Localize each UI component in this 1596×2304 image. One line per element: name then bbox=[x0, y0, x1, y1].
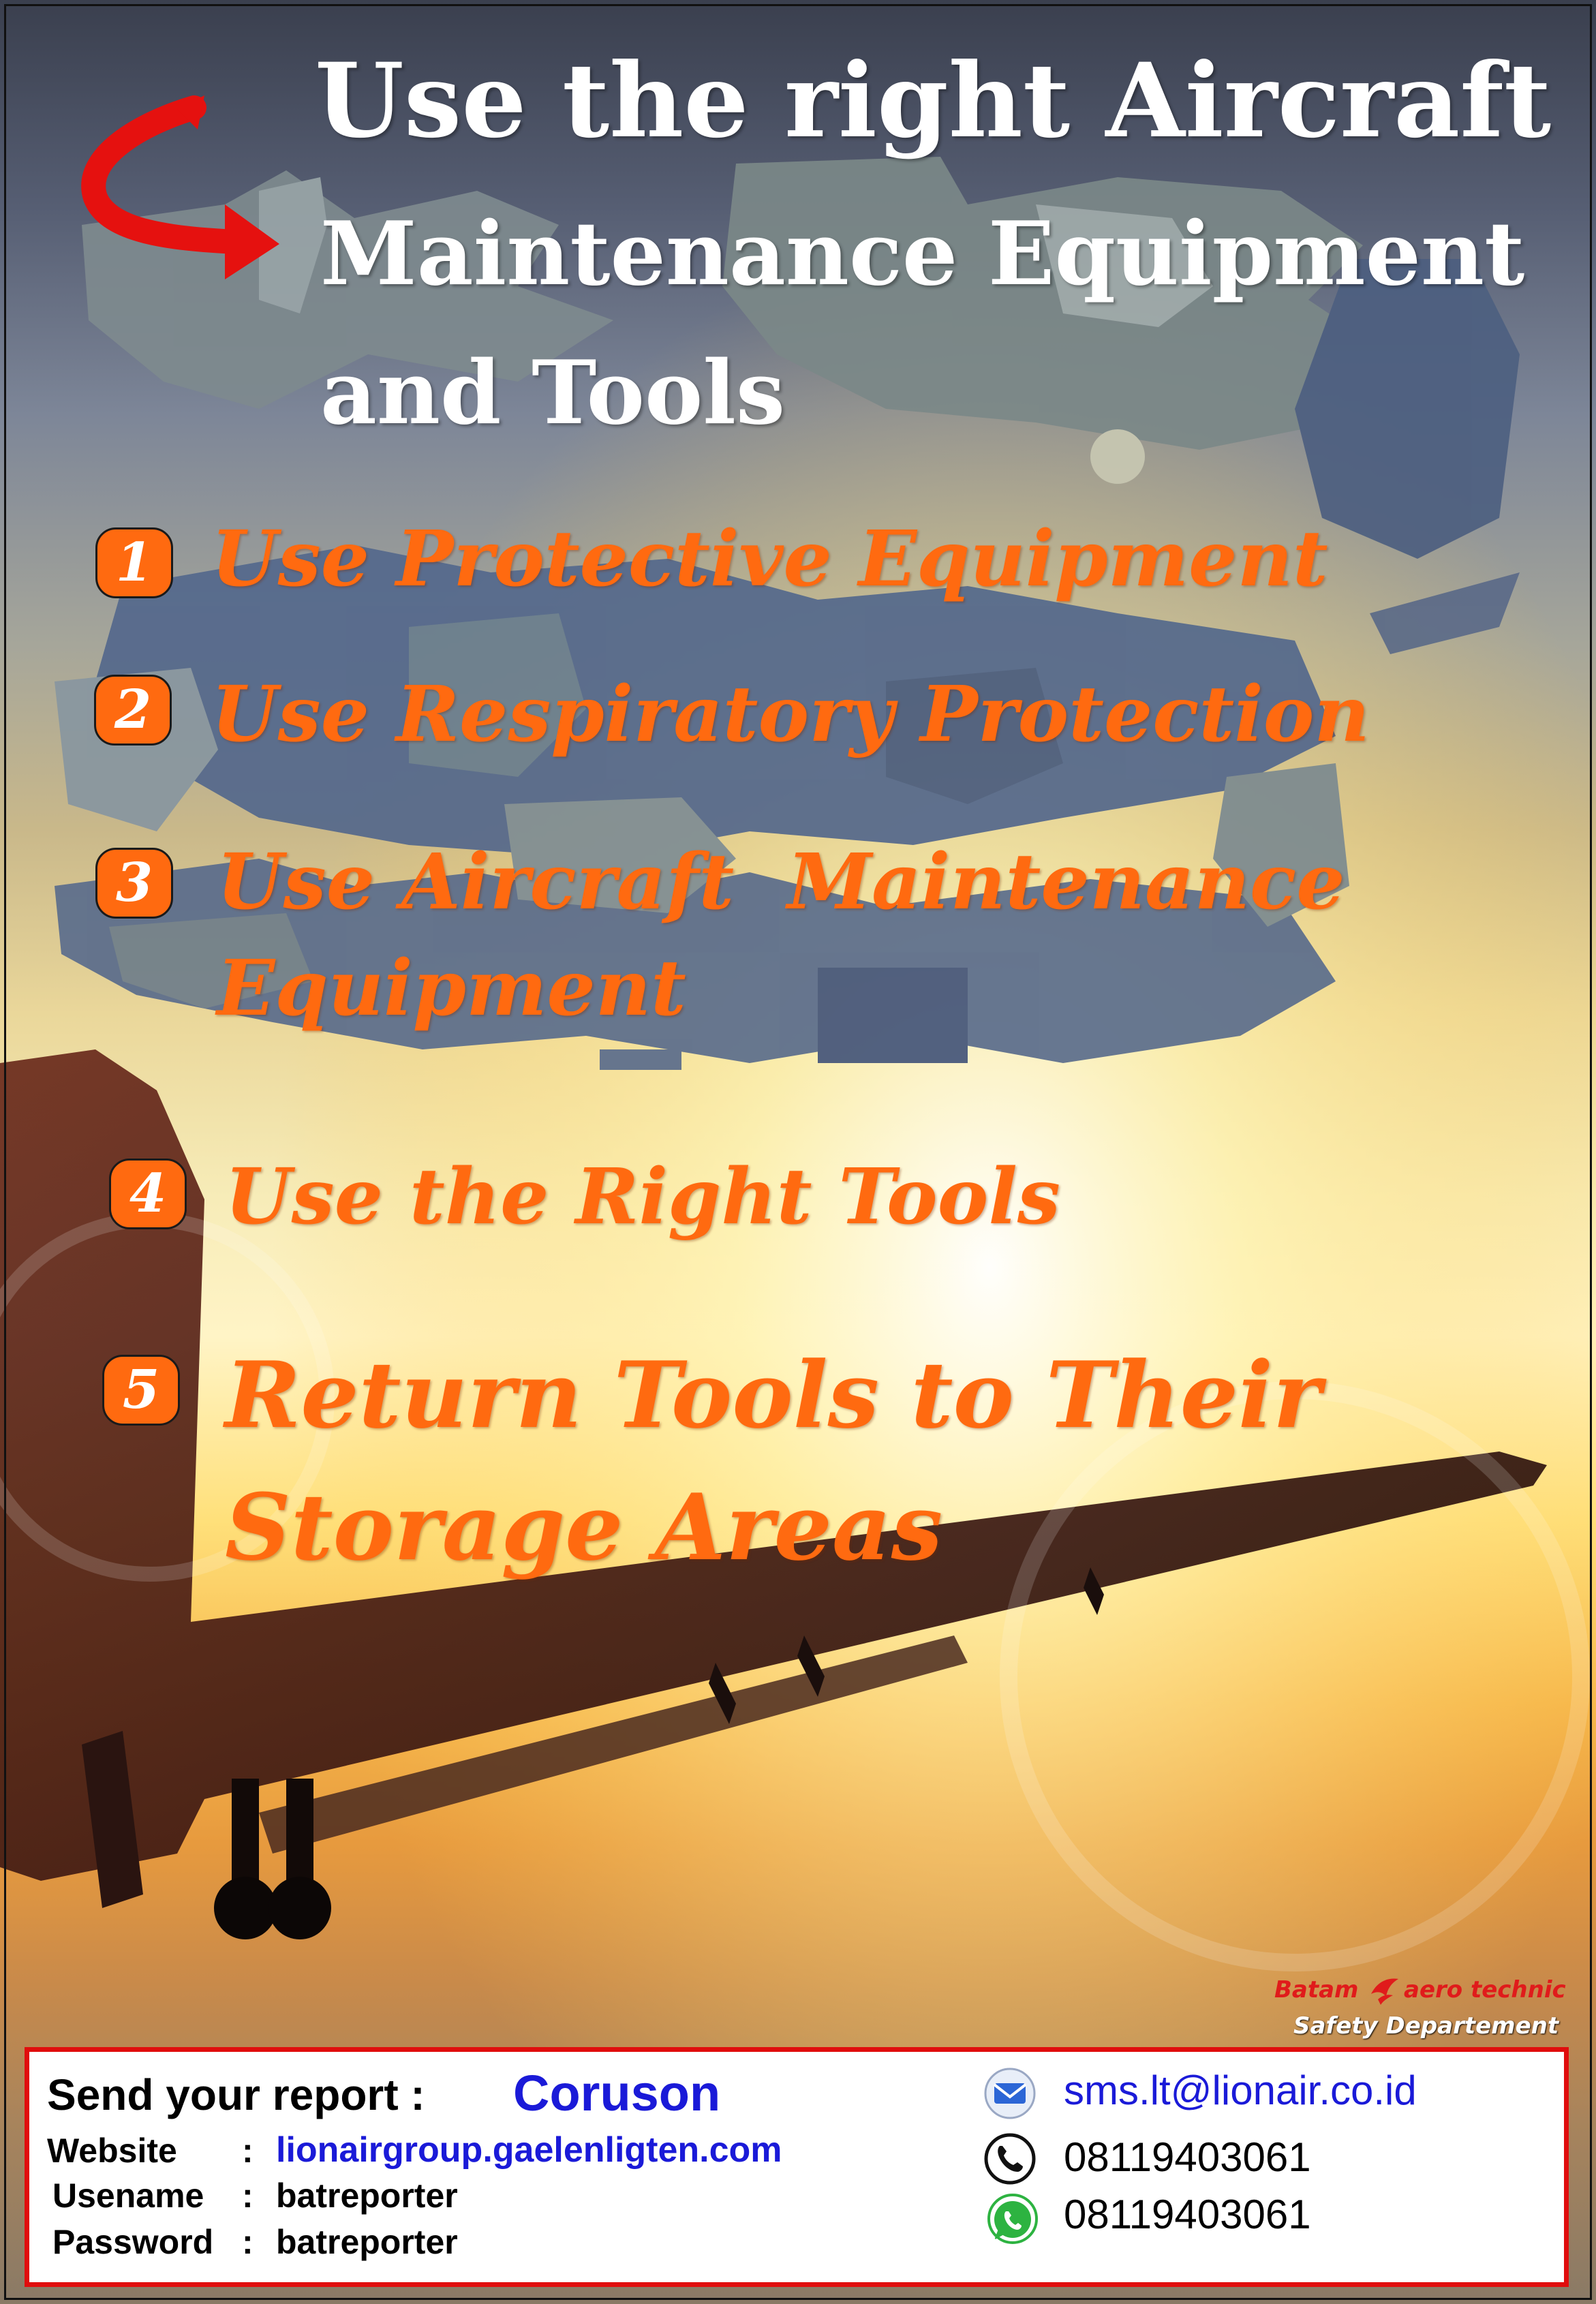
password-value: batreporter bbox=[276, 2222, 458, 2262]
website-link[interactable]: lionairgroup.gaelenligten.com bbox=[276, 2130, 782, 2170]
phone-number[interactable]: 08119403061 bbox=[1064, 2134, 1311, 2181]
company-name-right: aero technic bbox=[1404, 1976, 1566, 2003]
title-line-1: Use the right Aircraft bbox=[315, 41, 1551, 161]
item-number-badge: 3 bbox=[95, 848, 173, 919]
password-separator: : bbox=[242, 2222, 254, 2262]
item-text: Use the Right Tools bbox=[225, 1154, 1060, 1240]
title-line-3: and Tools bbox=[320, 342, 785, 444]
report-system-name: Coruson bbox=[513, 2064, 720, 2122]
item-text-line-1: Return Tools to Their bbox=[225, 1344, 1321, 1446]
item-number-badge: 2 bbox=[94, 675, 172, 746]
title-line-2: Maintenance Equipment bbox=[320, 203, 1524, 305]
report-info-box: Send your report : Coruson Website : lio… bbox=[25, 2047, 1569, 2287]
department-name: Safety Departement bbox=[1293, 2012, 1559, 2040]
report-heading: Send your report : bbox=[47, 2070, 425, 2120]
phone-icon bbox=[983, 2132, 1037, 2185]
whatsapp-number[interactable]: 08119403061 bbox=[1064, 2191, 1311, 2238]
item-number-badge: 1 bbox=[95, 527, 173, 598]
item-number-badge: 5 bbox=[102, 1355, 180, 1426]
email-address[interactable]: sms.lt@lionair.co.id bbox=[1064, 2067, 1417, 2114]
item-text-line-1: Use Aircraft Maintenance bbox=[217, 840, 1345, 925]
email-icon bbox=[983, 2067, 1037, 2120]
item-text-line-2: Storage Areas bbox=[225, 1476, 942, 1578]
username-value: batreporter bbox=[276, 2176, 458, 2215]
website-label: Website bbox=[47, 2131, 177, 2170]
item-text-line-2: Equipment bbox=[217, 946, 686, 1031]
password-label: Password bbox=[52, 2222, 213, 2262]
website-separator: : bbox=[242, 2131, 254, 2170]
whatsapp-icon bbox=[986, 2192, 1039, 2245]
username-label: Usename bbox=[52, 2176, 204, 2215]
company-name-left: Batam bbox=[1274, 1976, 1358, 2003]
item-text: Use Respiratory Protection bbox=[211, 672, 1370, 757]
username-separator: : bbox=[242, 2176, 254, 2215]
item-text: Use Protective Equipment bbox=[211, 517, 1328, 602]
item-number-badge: 4 bbox=[109, 1158, 187, 1229]
bird-logo-icon bbox=[1368, 1973, 1401, 2006]
